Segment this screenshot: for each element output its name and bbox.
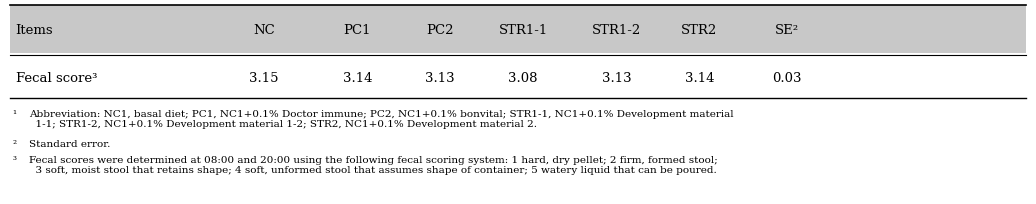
Text: ²: ² <box>12 140 17 149</box>
Text: 0.03: 0.03 <box>773 71 802 84</box>
Text: NC: NC <box>254 24 275 37</box>
Text: STR1-1: STR1-1 <box>498 24 548 37</box>
Text: 3.13: 3.13 <box>426 71 455 84</box>
FancyBboxPatch shape <box>10 6 1026 54</box>
Text: Fecal score³: Fecal score³ <box>16 71 97 84</box>
Text: ¹: ¹ <box>12 109 17 118</box>
Text: 3.13: 3.13 <box>602 71 631 84</box>
Text: STR2: STR2 <box>682 24 717 37</box>
Text: 3.14: 3.14 <box>343 71 372 84</box>
Text: 3.08: 3.08 <box>509 71 538 84</box>
Text: STR1-2: STR1-2 <box>592 24 641 37</box>
Text: 3.14: 3.14 <box>685 71 714 84</box>
Text: Items: Items <box>16 24 53 37</box>
Text: PC1: PC1 <box>344 24 371 37</box>
Text: 3.15: 3.15 <box>250 71 279 84</box>
Text: Standard error.: Standard error. <box>29 140 111 149</box>
Text: ³: ³ <box>12 155 17 164</box>
Text: Fecal scores were determined at 08:00 and 20:00 using the following fecal scorin: Fecal scores were determined at 08:00 an… <box>29 155 718 174</box>
Text: PC2: PC2 <box>427 24 454 37</box>
Text: SE²: SE² <box>775 24 800 37</box>
Text: Abbreviation: NC1, basal diet; PC1, NC1+0.1% Doctor immune; PC2, NC1+0.1% bonvit: Abbreviation: NC1, basal diet; PC1, NC1+… <box>29 109 733 129</box>
